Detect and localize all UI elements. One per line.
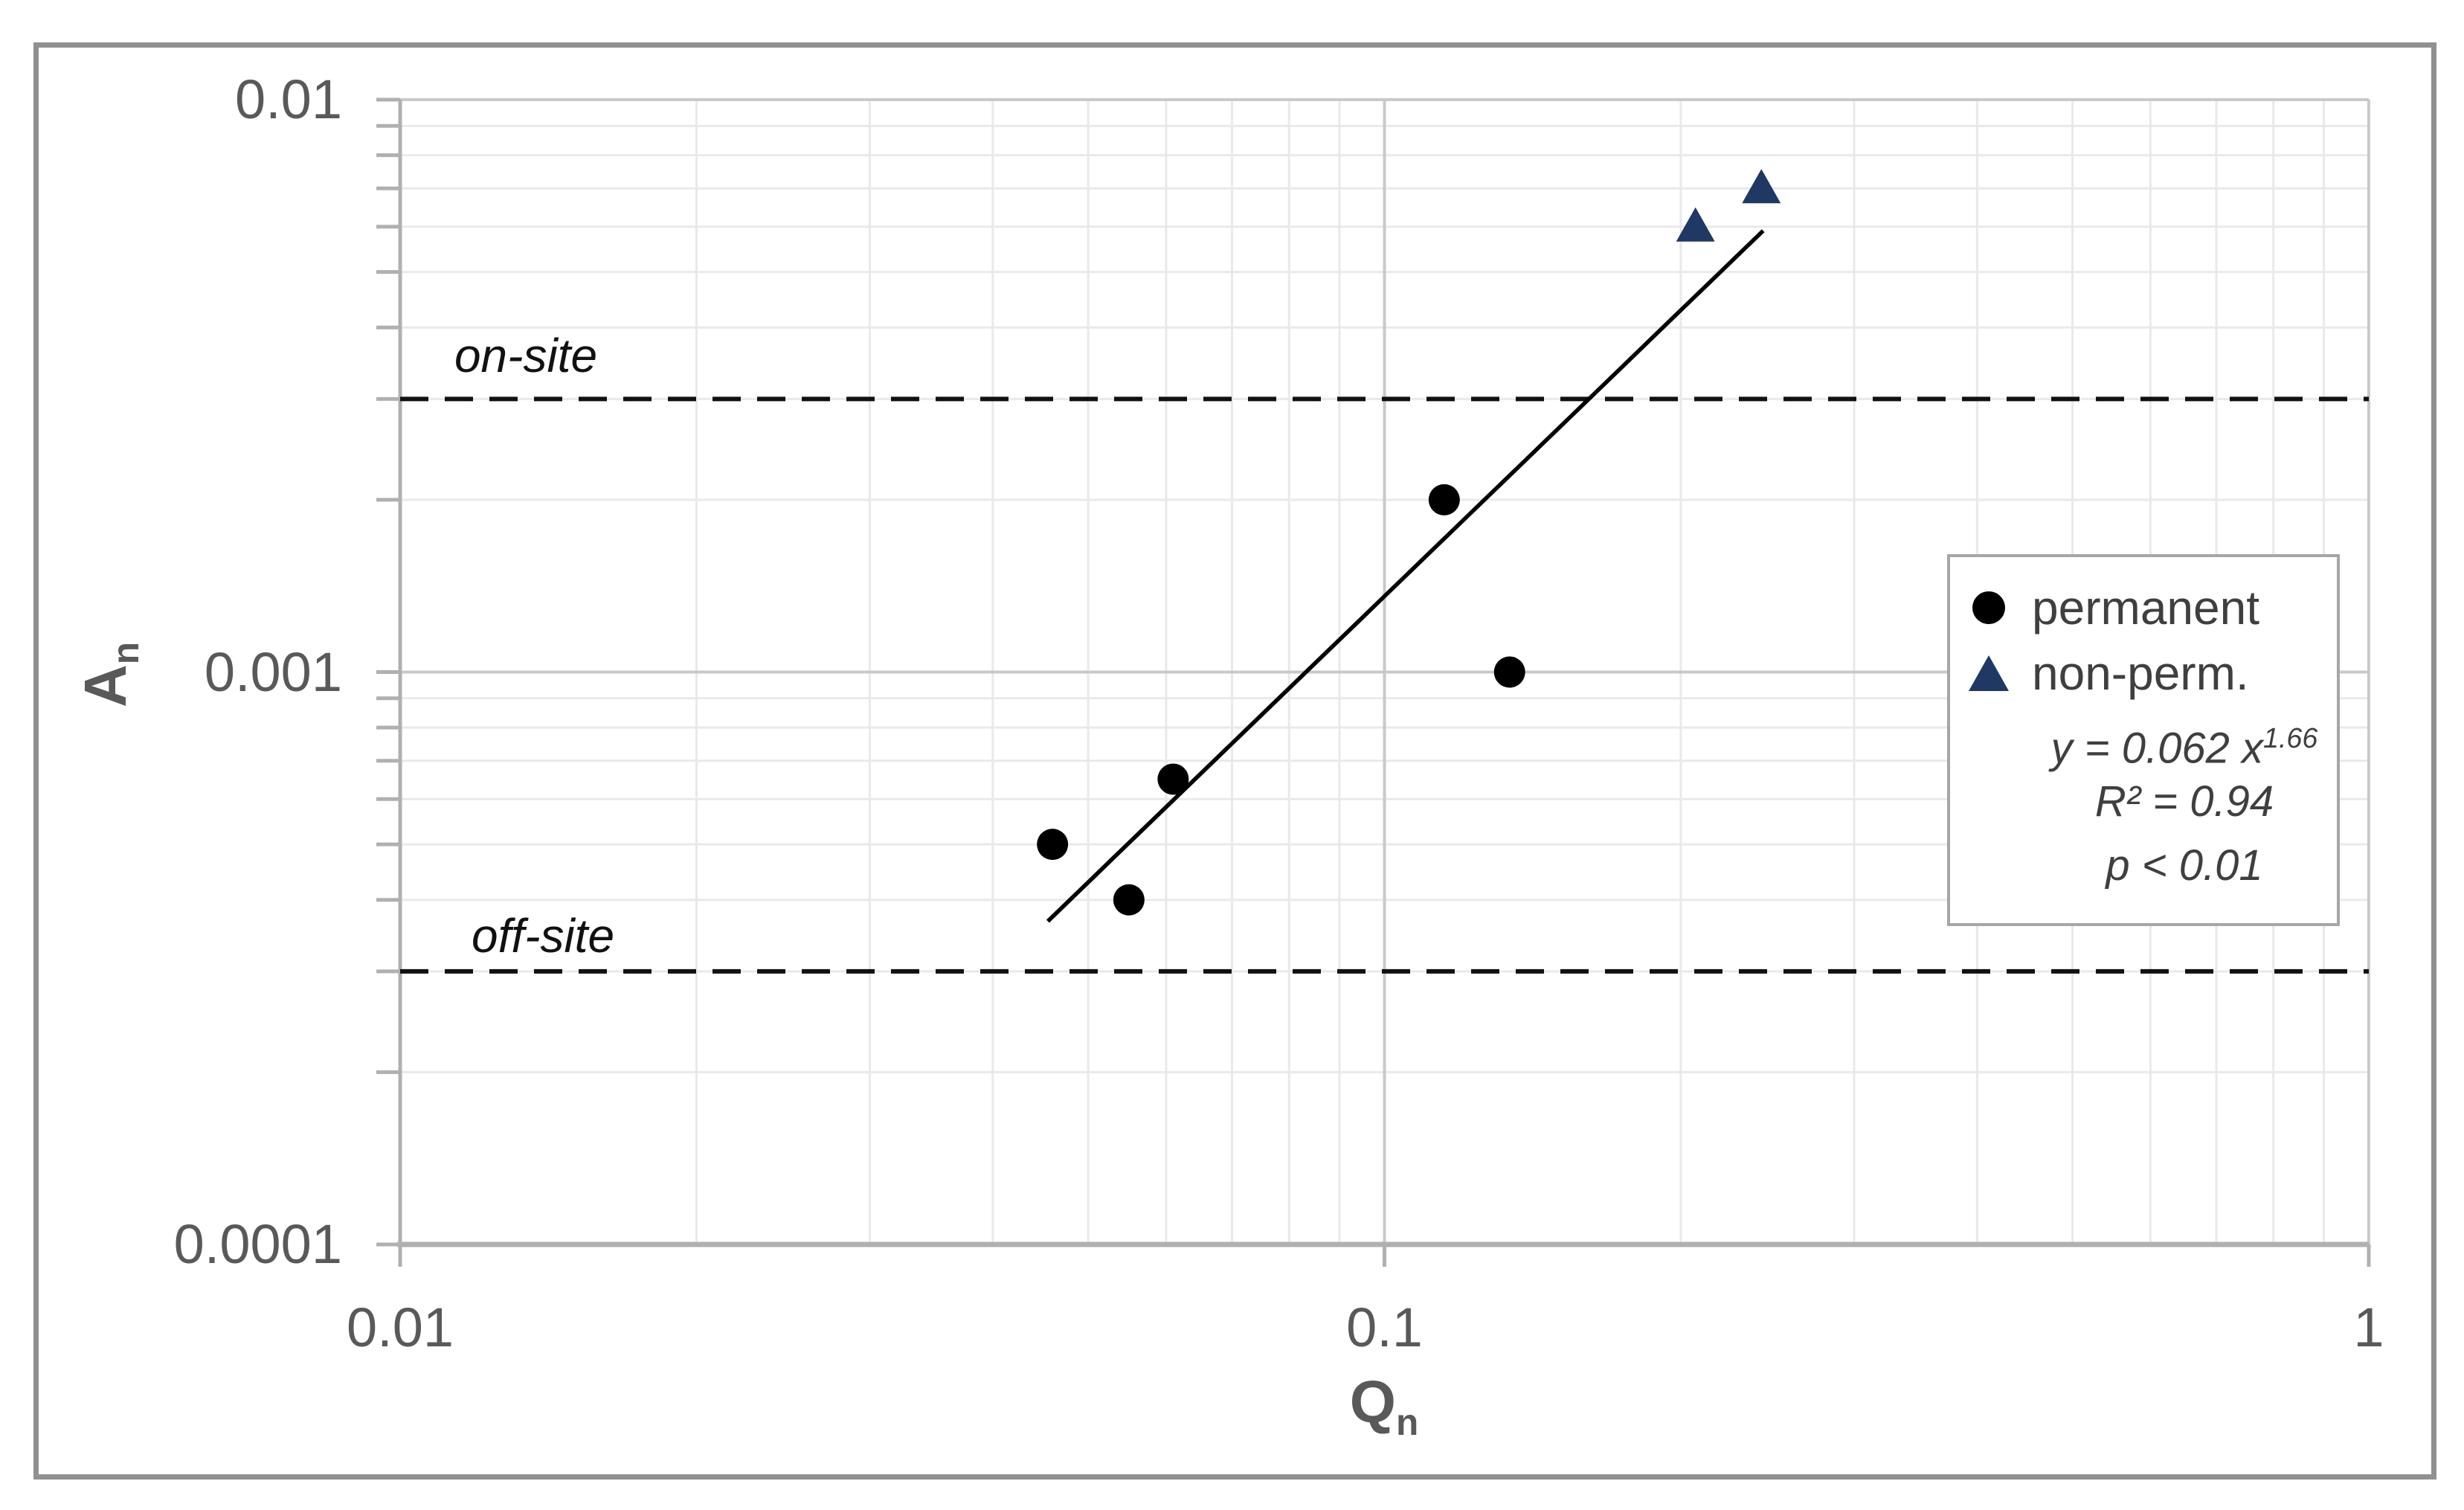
reference-label-on-site: on-site xyxy=(454,329,598,383)
trendline-r-squared: R² = 0.94 xyxy=(2094,777,2274,826)
legend-entry-label: permanent xyxy=(2032,581,2259,634)
x-tick-label: 1 xyxy=(2353,1297,2384,1358)
y-tick-label: 0.0001 xyxy=(173,1213,342,1275)
reference-label-off-site: off-site xyxy=(471,908,615,963)
legend-entry-permanent: permanent xyxy=(1950,575,2337,640)
x-axis-title-sub: n xyxy=(1395,1401,1419,1443)
trend-line xyxy=(1046,229,1765,923)
data-point-permanent xyxy=(1428,483,1460,515)
data-point-permanent xyxy=(1157,763,1189,795)
legend: permanent non-perm. y = 0.062 x1.66 R² =… xyxy=(1947,554,2340,926)
y-axis-title: An xyxy=(71,642,147,707)
data-point-permanent xyxy=(1493,656,1525,688)
data-point-non-perm xyxy=(1742,169,1781,204)
data-point-non-perm xyxy=(1676,207,1715,242)
y-axis-title-sub: n xyxy=(105,641,147,665)
legend-entry-label: non-perm. xyxy=(2032,646,2249,700)
data-point-permanent xyxy=(1113,884,1145,916)
data-point-permanent xyxy=(1037,829,1069,861)
y-tick-label: 0.01 xyxy=(234,68,342,130)
x-tick-label: 0.1 xyxy=(1346,1297,1423,1358)
y-axis-title-main: A xyxy=(72,664,138,708)
x-tick-label: 0.01 xyxy=(346,1297,454,1358)
y-tick-label: 0.001 xyxy=(204,640,342,703)
circle-marker-icon xyxy=(1966,590,2011,626)
trendline-equation-base: y = 0.062 x xyxy=(2050,724,2263,773)
x-axis-title: Qn xyxy=(1350,1368,1419,1444)
trendline-equation-exponent: 1.66 xyxy=(2263,722,2318,754)
legend-entry-non-perm: non-perm. xyxy=(1950,640,2337,706)
trendline-p-value: p < 0.01 xyxy=(2106,841,2263,890)
triangle-marker-icon xyxy=(1966,655,2011,692)
x-axis-title-main: Q xyxy=(1349,1369,1396,1435)
trendline-equation: y = 0.062 x1.66 xyxy=(1950,706,2337,773)
